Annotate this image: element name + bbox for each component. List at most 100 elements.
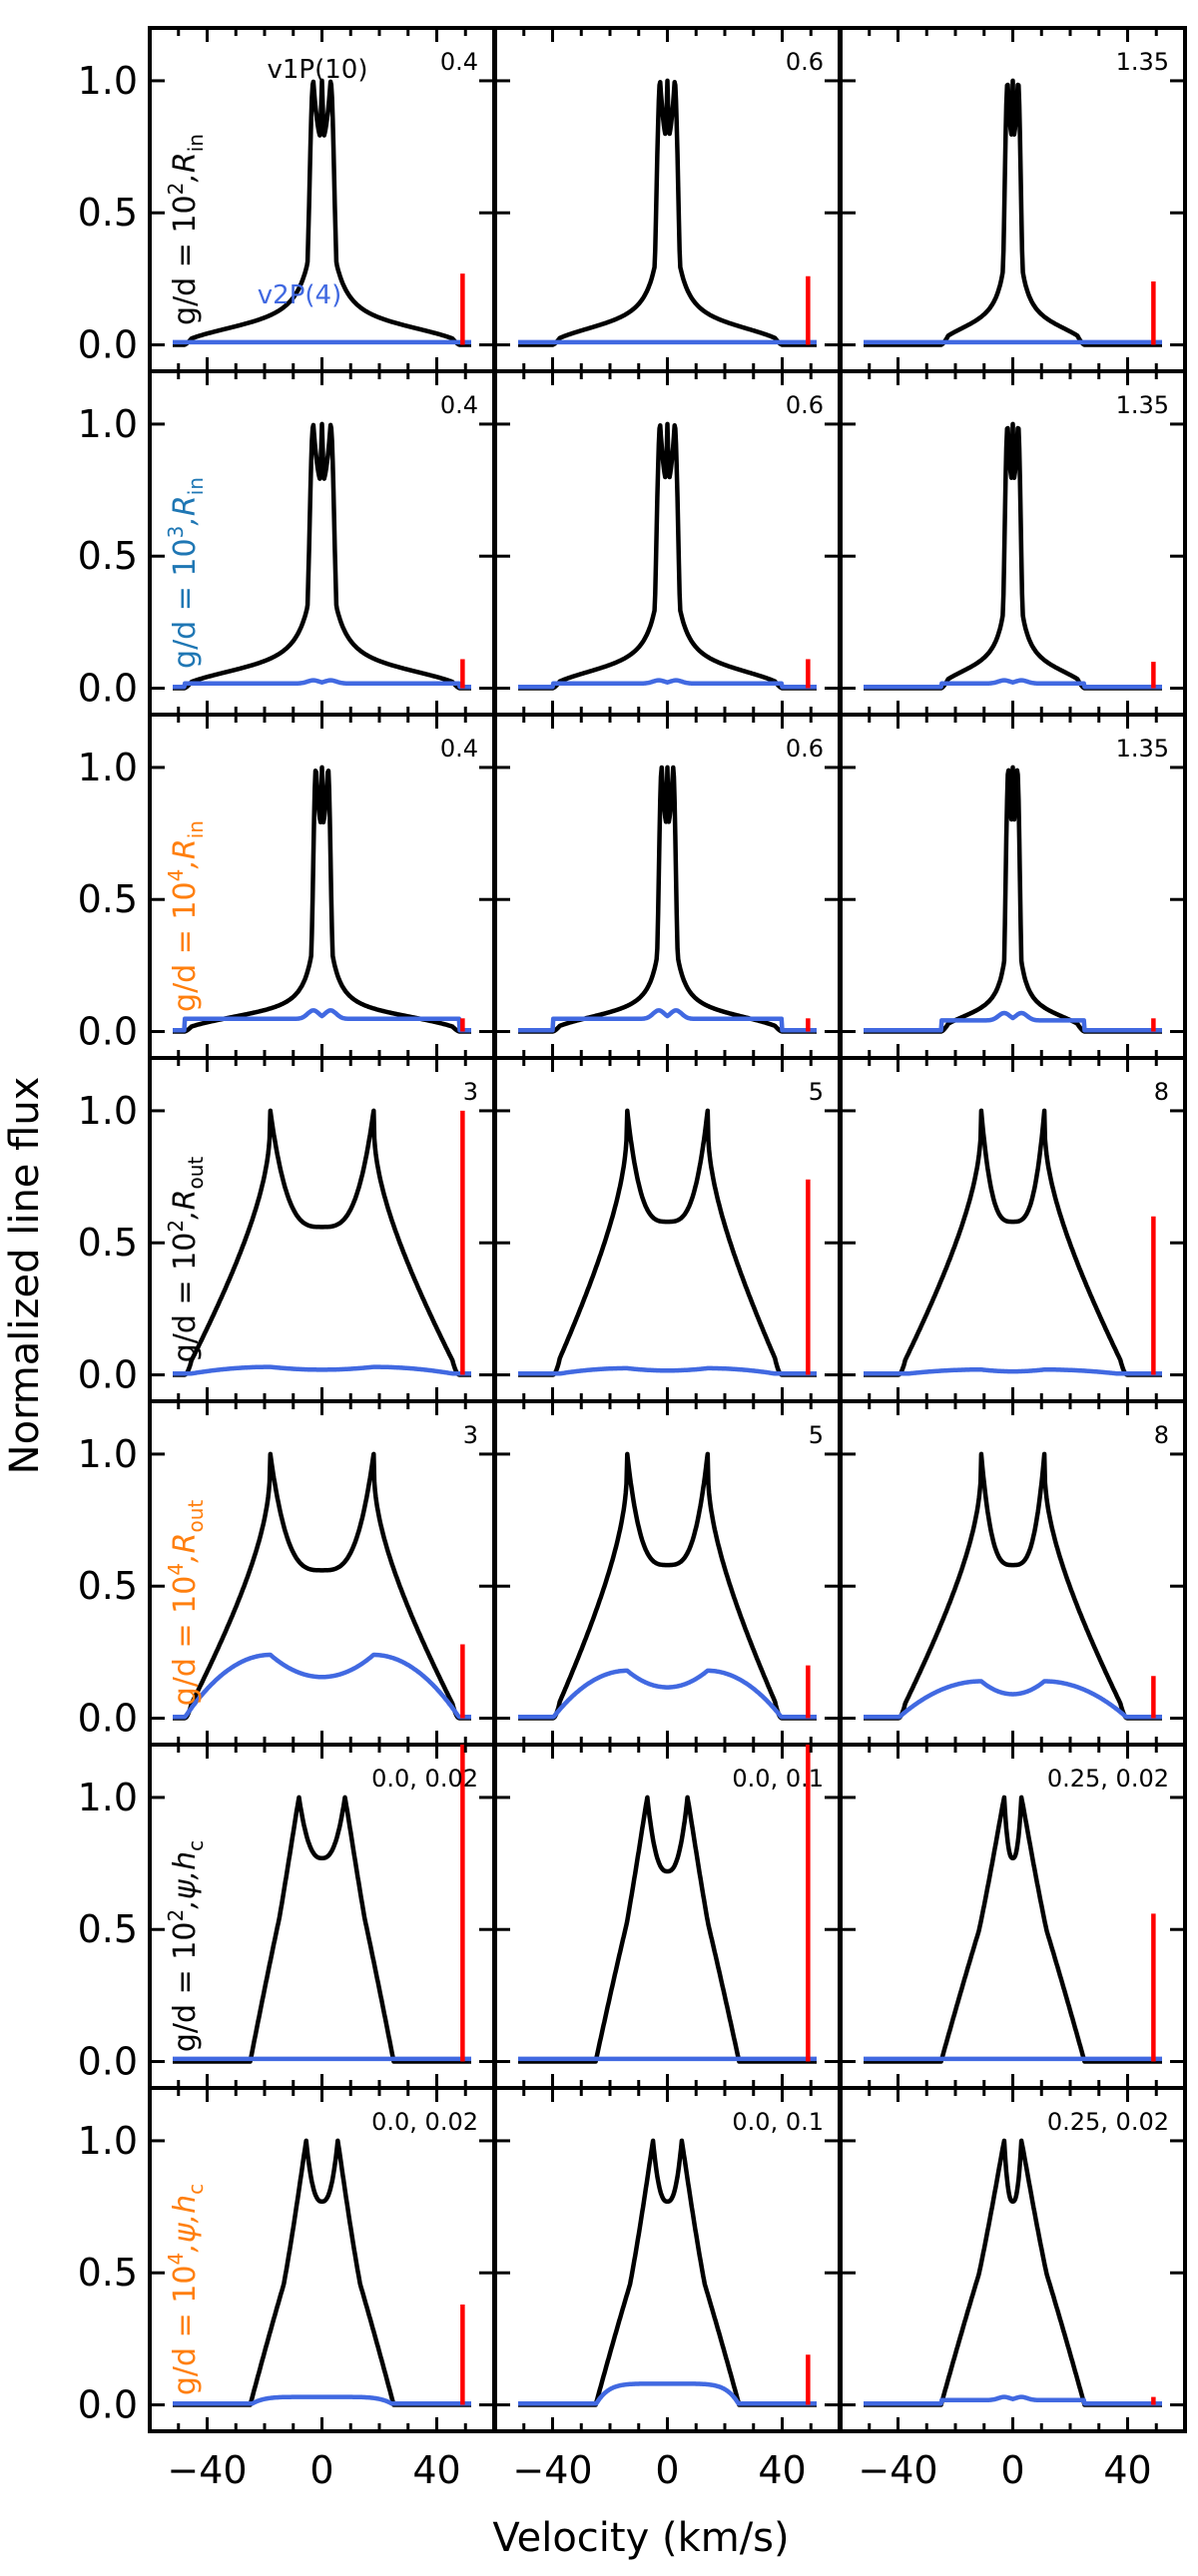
y-tick-label: 0.5 bbox=[78, 1564, 138, 1608]
row-label-sub: in bbox=[184, 477, 208, 495]
x-tick-label: 40 bbox=[412, 2448, 460, 2492]
row-label-sup: 4 bbox=[164, 1563, 188, 1576]
panel-label: 0.4 bbox=[440, 735, 478, 763]
v1-line bbox=[171, 1108, 473, 1377]
panel-frame bbox=[839, 1743, 1187, 2090]
panel-label: 0.0, 0.02 bbox=[371, 1765, 478, 1793]
panel-r3-c2: 0.6 bbox=[493, 713, 842, 1060]
row-label: g/d = 102,Rin bbox=[164, 134, 208, 325]
panel-label: 0.4 bbox=[440, 48, 478, 76]
row-label-param: ,R bbox=[168, 152, 203, 182]
panel-label: 0.4 bbox=[440, 391, 478, 419]
v2-line bbox=[516, 1008, 819, 1033]
row-label-sup: 3 bbox=[164, 526, 188, 539]
v1-line bbox=[516, 1451, 819, 1721]
panel-label: 0.0, 0.1 bbox=[732, 1765, 824, 1793]
v2-line bbox=[171, 678, 473, 690]
row-label-sub: c bbox=[184, 1840, 208, 1851]
v2-line bbox=[516, 2381, 819, 2406]
v1-line bbox=[171, 765, 473, 1034]
v1-line bbox=[516, 765, 819, 1034]
panel-r1-c3: 1.35 bbox=[839, 26, 1187, 373]
row-label-sup: 2 bbox=[164, 1220, 188, 1233]
v1-line bbox=[862, 1795, 1164, 2064]
v2-line bbox=[862, 2394, 1164, 2406]
v1-line bbox=[862, 2138, 1164, 2407]
panel-r5-c3: 8 bbox=[839, 1399, 1187, 1747]
v2-line bbox=[171, 1008, 473, 1033]
row-label-main: g/d = 10 bbox=[168, 2266, 203, 2396]
x-tick-label: 0 bbox=[655, 2448, 679, 2492]
y-tick-label: 1.0 bbox=[78, 1432, 138, 1476]
y-tick-label: 1.0 bbox=[78, 402, 138, 446]
v2-line bbox=[516, 1365, 819, 1376]
row-label-main: g/d = 10 bbox=[168, 1233, 203, 1363]
panel-r2-c2: 0.6 bbox=[493, 369, 842, 717]
y-tick-label: 1.0 bbox=[78, 1089, 138, 1133]
row-label-sub: out bbox=[184, 1500, 208, 1533]
panel-label: 0.25, 0.02 bbox=[1047, 2108, 1169, 2136]
v1-line bbox=[171, 2138, 473, 2407]
panel-r7-c2: 0.0, 0.1 bbox=[493, 2086, 842, 2433]
v2-line bbox=[862, 1010, 1164, 1033]
v1-line bbox=[862, 78, 1164, 347]
panel-label: 3 bbox=[463, 1078, 478, 1106]
y-tick-label: 0.0 bbox=[78, 1697, 138, 1741]
v1-line bbox=[516, 2138, 819, 2407]
row-label-sup: 4 bbox=[164, 2253, 188, 2266]
row-label-sup: 4 bbox=[164, 869, 188, 882]
y-tick-label: 0.0 bbox=[78, 323, 138, 367]
panel-r7-c3: 0.25, 0.02 bbox=[839, 2086, 1187, 2433]
panel-r5-c2: 5 bbox=[493, 1399, 842, 1747]
row-label-sup: 2 bbox=[164, 1909, 188, 1922]
panel-frame bbox=[839, 1056, 1187, 1403]
v1-line bbox=[516, 1795, 819, 2064]
y-tick-label: 0.0 bbox=[78, 2383, 138, 2427]
v2-line bbox=[862, 1679, 1164, 1720]
row-label-sub: in bbox=[184, 134, 208, 152]
x-tick-label: 0 bbox=[1000, 2448, 1024, 2492]
y-tick-label: 0.0 bbox=[78, 2040, 138, 2084]
y-axis-label: Normalized line flux bbox=[2, 1077, 48, 1475]
row-label-param: ,ψ,h bbox=[168, 2195, 203, 2253]
row-label-sup: 2 bbox=[164, 183, 188, 196]
row-label: g/d = 102,Rout bbox=[164, 1157, 208, 1363]
y-tick-label: 1.0 bbox=[78, 59, 138, 103]
row-label: g/d = 102,ψ,hc bbox=[164, 1840, 208, 2052]
v1-line bbox=[516, 78, 819, 347]
x-tick-label: −40 bbox=[858, 2448, 937, 2492]
panel-r3-c3: 1.35 bbox=[839, 713, 1187, 1060]
panel-label: 1.35 bbox=[1116, 48, 1169, 76]
x-tick-label: 0 bbox=[309, 2448, 333, 2492]
row-label-main: g/d = 10 bbox=[168, 1576, 203, 1707]
v2-line bbox=[862, 678, 1164, 690]
x-tick-label: −40 bbox=[512, 2448, 592, 2492]
v2-line bbox=[862, 1366, 1164, 1376]
row-label-sub: in bbox=[184, 820, 208, 838]
panel-r2-c3: 1.35 bbox=[839, 369, 1187, 717]
v2-line bbox=[516, 1668, 819, 1720]
panel-frame bbox=[493, 1743, 842, 2090]
row-label-param: ,R bbox=[168, 1190, 203, 1220]
row-label: g/d = 103,Rin bbox=[164, 477, 208, 669]
v2-line bbox=[171, 1652, 473, 1720]
v1-line bbox=[171, 78, 473, 347]
y-tick-label: 0.5 bbox=[78, 191, 138, 235]
row-label-sub: out bbox=[184, 1157, 208, 1190]
y-tick-label: 1.0 bbox=[78, 1776, 138, 1819]
row-label: g/d = 104,Rin bbox=[164, 820, 208, 1012]
panel-label: 0.6 bbox=[786, 735, 824, 763]
x-tick-label: 40 bbox=[1103, 2448, 1151, 2492]
panel-label: 5 bbox=[809, 1421, 824, 1449]
panel-label: 0.0, 0.1 bbox=[732, 2108, 824, 2136]
panel-label: 0.0, 0.02 bbox=[371, 2108, 478, 2136]
panel-label: 8 bbox=[1154, 1078, 1169, 1106]
row-label-param: ,ψ,h bbox=[168, 1851, 203, 1909]
v1-line bbox=[171, 421, 473, 691]
v1-line bbox=[862, 421, 1164, 691]
panel-label: 1.35 bbox=[1116, 735, 1169, 763]
row-label-param: ,R bbox=[168, 838, 203, 868]
row-label-main: g/d = 10 bbox=[168, 195, 203, 325]
y-tick-label: 0.5 bbox=[78, 1907, 138, 1951]
